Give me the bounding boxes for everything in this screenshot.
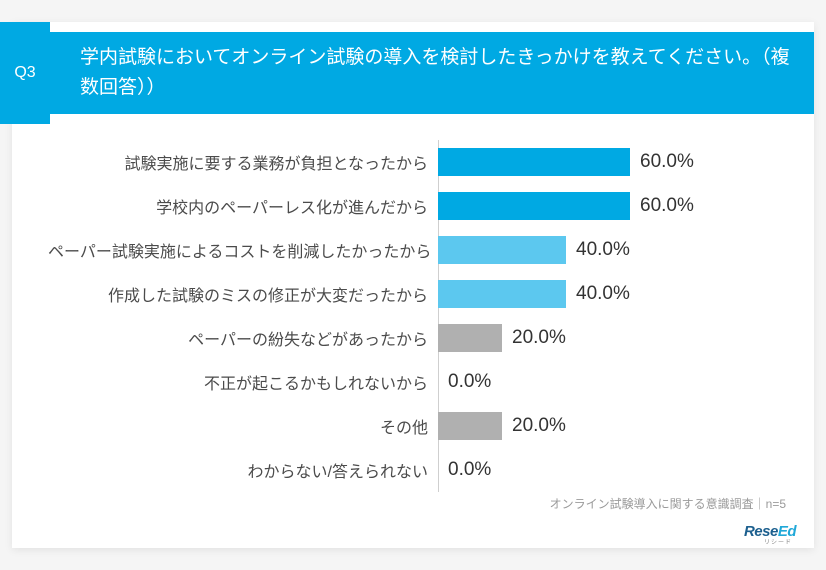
chart-row: ペーパー試験実施によるコストを削減したかったから 40.0% (48, 228, 778, 272)
chart-value-label: 60.0% (640, 151, 694, 173)
chart-bar-zone: 60.0% (438, 184, 778, 228)
chart-value-label: 60.0% (640, 195, 694, 217)
question-number: Q3 (14, 64, 35, 82)
chart-bar (438, 412, 502, 440)
chart-row-label: ペーパー試験実施によるコストを削減したかったから (48, 238, 438, 262)
chart-bar (438, 148, 630, 176)
chart-bar-zone: 60.0% (438, 140, 778, 184)
chart-value-label: 0.0% (448, 371, 491, 393)
bar-chart: 試験実施に要する業務が負担となったから60.0%学校内のペーパーレス化が進んだか… (48, 140, 778, 492)
chart-value-label: 40.0% (576, 239, 630, 261)
chart-row: その他 20.0% (48, 404, 778, 448)
chart-bar-zone: 20.0% (438, 316, 778, 360)
chart-row-label: 作成した試験のミスの修正が大変だったから (48, 282, 438, 306)
chart-value-label: 20.0% (512, 415, 566, 437)
chart-row-label: その他 (48, 414, 438, 438)
chart-bar (438, 192, 630, 220)
footer-note: オンライン試験導入に関する意識調査｜n=5 (550, 495, 786, 512)
chart-row: わからない/答えられない 0.0% (48, 448, 778, 492)
chart-row: 学校内のペーパーレス化が進んだから 60.0% (48, 184, 778, 228)
chart-row-label: ペーパーの紛失などがあったから (48, 326, 438, 350)
chart-row-label: 試験実施に要する業務が負担となったから (48, 150, 438, 174)
chart-bar (438, 280, 566, 308)
question-header: Q3 学内試験においてオンライン試験の導入を検討したきっかけを教えてください。（… (12, 32, 814, 114)
chart-bar (438, 324, 502, 352)
chart-bar-zone: 40.0% (438, 272, 778, 316)
chart-row: 作成した試験のミスの修正が大変だったから 40.0% (48, 272, 778, 316)
chart-value-label: 20.0% (512, 327, 566, 349)
chart-bar-zone: 0.0% (438, 360, 778, 404)
chart-bar-zone: 40.0% (438, 228, 778, 272)
chart-bar-zone: 0.0% (438, 448, 778, 492)
chart-value-label: 40.0% (576, 283, 630, 305)
chart-row: 不正が起こるかもしれないから 0.0% (48, 360, 778, 404)
question-text: 学内試験においてオンライン試験の導入を検討したきっかけを教えてください。（複数回… (12, 32, 814, 114)
card: Q3 学内試験においてオンライン試験の導入を検討したきっかけを教えてください。（… (12, 22, 814, 548)
chart-row: 試験実施に要する業務が負担となったから 60.0% (48, 140, 778, 184)
chart-row-label: 学校内のペーパーレス化が進んだから (48, 194, 438, 218)
question-number-box: Q3 (0, 22, 50, 124)
chart-bar (438, 236, 566, 264)
chart-value-label: 0.0% (448, 459, 491, 481)
chart-row-label: わからない/答えられない (48, 458, 438, 482)
brand-subtext: リシード (764, 537, 792, 546)
chart-row-label: 不正が起こるかもしれないから (48, 370, 438, 394)
chart-bar-zone: 20.0% (438, 404, 778, 448)
chart-row: ペーパーの紛失などがあったから 20.0% (48, 316, 778, 360)
